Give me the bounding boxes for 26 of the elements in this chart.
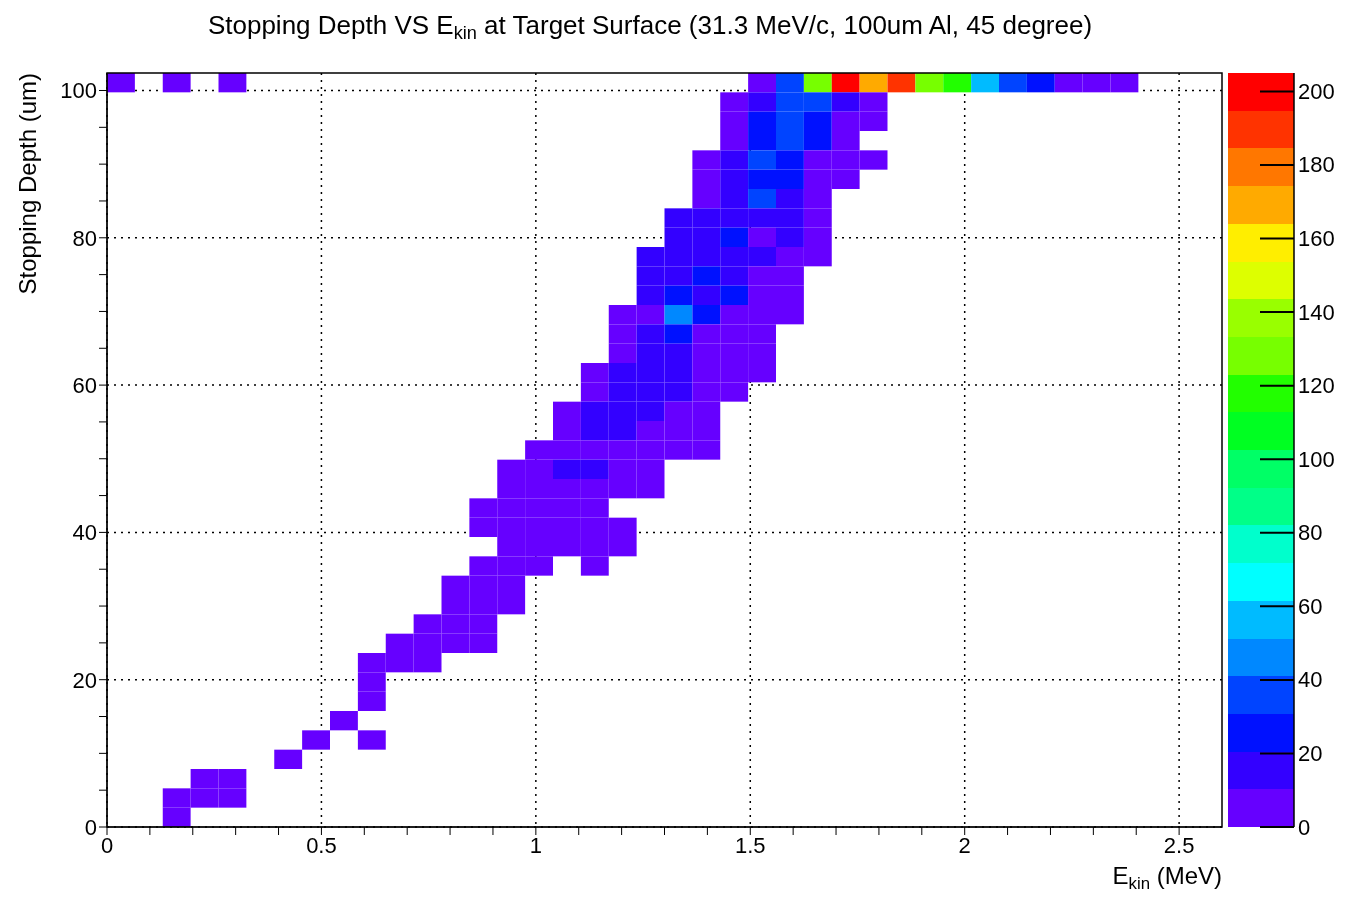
color-bar-label: 180 — [1298, 152, 1335, 178]
chart-title: Stopping Depth VS E$_{kin}$ at Target Surface (31.3 MeV/c, 100um Al, 45 degree) — [207, 10, 1093, 44]
color-bar-label: 0 — [1298, 814, 1311, 840]
y-axis-title: Stopping Depth (um) — [14, 73, 41, 295]
color-bar-label: 100 — [1298, 446, 1335, 472]
x-tick-label: 2.5 — [1163, 832, 1195, 858]
x-axis-title: E$_{kin}$ (MeV) — [1112, 862, 1222, 894]
color-bar-label: 120 — [1298, 373, 1335, 399]
color-bar-label: 80 — [1298, 520, 1323, 546]
color-bar-label: 40 — [1298, 667, 1323, 693]
color-bar-label: 20 — [1298, 740, 1323, 766]
color-bar-label: 60 — [1298, 593, 1323, 619]
x-tick-label: 1.5 — [734, 832, 766, 858]
x-tick-label: 1 — [529, 832, 542, 858]
y-tick-label: 80 — [72, 225, 97, 251]
color-bar-label: 160 — [1298, 226, 1335, 252]
color-bar-label: 200 — [1298, 78, 1335, 104]
y-tick-label: 60 — [72, 372, 97, 398]
x-tick-label: 0.5 — [306, 832, 337, 858]
y-tick-label: 20 — [72, 667, 97, 693]
x-tick-label: 2 — [958, 832, 971, 858]
color-bar-label: 140 — [1298, 299, 1335, 325]
y-tick-label: 40 — [72, 520, 97, 546]
y-tick-label: 0 — [84, 814, 97, 840]
y-tick-label: 100 — [60, 78, 97, 104]
x-tick-label: 0 — [100, 832, 114, 858]
